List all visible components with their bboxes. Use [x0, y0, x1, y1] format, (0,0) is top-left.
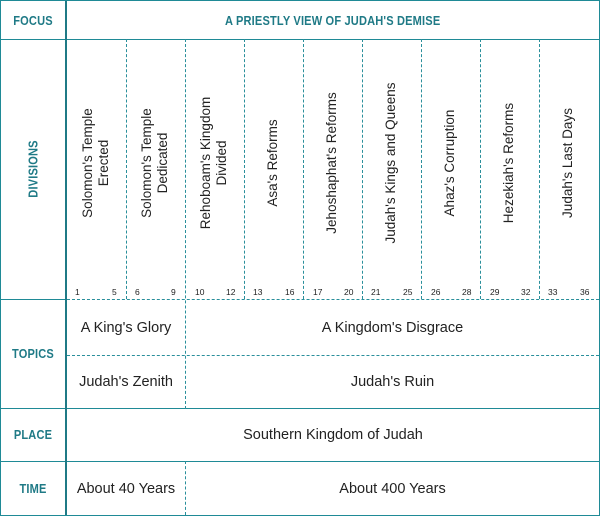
chapter-end: 16: [285, 287, 295, 297]
division-1-line1: Solomon's Temple: [80, 108, 95, 218]
division-divider: [539, 39, 540, 299]
division-3: Rehoboam's Kingdom Divided: [185, 45, 243, 281]
label-column-divider: [65, 1, 67, 515]
division-5-line1: Jehoshaphat's Reforms: [324, 92, 339, 234]
division-divider: [185, 39, 186, 409]
division-divider: [362, 39, 363, 299]
chapter-end: 20: [344, 287, 354, 297]
focus-title-cell: A PRIESTLY VIEW OF JUDAH'S DEMISE: [67, 1, 599, 39]
time-divider: [185, 461, 186, 515]
chapter-start: 33: [548, 287, 558, 297]
division-6-line1: Judah's Kings and Queens: [383, 82, 398, 244]
division-9: Judah's Last Days: [539, 45, 597, 281]
division-4-line1: Asa's Reforms: [265, 119, 280, 207]
division-divider: [303, 39, 304, 299]
division-7: Ahaz's Corruption: [421, 45, 479, 281]
place-bottom-divider: [1, 461, 599, 462]
row-label-divisions-cell: DIVISIONS: [1, 39, 65, 299]
chapter-end: 12: [226, 287, 236, 297]
chapter-start: 21: [371, 287, 381, 297]
division-8: Hezekiah's Reforms: [480, 45, 538, 281]
division-5: Jehoshaphat's Reforms: [303, 45, 361, 281]
division-7-line1: Ahaz's Corruption: [442, 109, 457, 217]
topic-judahs-ruin: Judah's Ruin: [350, 374, 435, 390]
division-divider: [126, 39, 127, 299]
chapter-end: 28: [462, 287, 472, 297]
division-8-line1: Hezekiah's Reforms: [501, 102, 516, 224]
chapter-end: 36: [580, 287, 590, 297]
division-2-line2: Dedicated: [155, 132, 170, 194]
row-label-focus: FOCUS: [13, 12, 53, 28]
row-label-divisions: DIVISIONS: [25, 140, 41, 198]
division-2-line1: Solomon's Temple: [139, 108, 154, 218]
topic-kings-glory: A King's Glory: [80, 319, 172, 336]
place-value: Southern Kingdom of Judah: [243, 427, 423, 443]
row-label-topics: TOPICS: [12, 346, 54, 361]
chapter-start: 26: [431, 287, 441, 297]
chapter-end: 5: [112, 287, 117, 297]
row-label-time: TIME: [19, 480, 47, 496]
division-9-line1: Judah's Last Days: [560, 108, 575, 218]
chapter-start: 10: [195, 287, 205, 297]
divisions-label-divider: [1, 299, 67, 300]
division-1: Solomon's Temple Erected: [67, 45, 125, 281]
chapter-start: 13: [253, 287, 263, 297]
chapter-start: 1: [75, 287, 80, 297]
chapter-start: 6: [135, 287, 140, 297]
division-3-line1: Rehoboam's Kingdom: [198, 96, 213, 230]
focus-title: A PRIESTLY VIEW OF JUDAH'S DEMISE: [225, 12, 441, 28]
division-1-line2: Erected: [96, 139, 111, 187]
division-6: Judah's Kings and Queens: [362, 45, 420, 281]
chapter-start: 29: [490, 287, 500, 297]
division-2: Solomon's Temple Dedicated: [126, 45, 184, 281]
division-divider: [480, 39, 481, 299]
chapter-end: 25: [403, 287, 413, 297]
division-3-line2: Divided: [214, 140, 229, 186]
topics-mid-divider: [67, 355, 599, 356]
divisions-bottom-divider: [67, 299, 599, 300]
topic-kingdoms-disgrace: A Kingdom's Disgrace: [321, 319, 464, 336]
row-label-place: PLACE: [13, 427, 53, 442]
chapter-end: 32: [521, 287, 531, 297]
division-divider: [244, 39, 245, 299]
division-4: Asa's Reforms: [244, 45, 302, 281]
chapter-start: 17: [313, 287, 323, 297]
topic-judahs-zenith: Judah's Zenith: [79, 374, 173, 390]
time-right: About 400 Years: [339, 480, 446, 497]
chapter-end: 9: [171, 287, 176, 297]
time-left: About 40 Years: [76, 480, 176, 497]
focus-divider: [1, 39, 599, 40]
division-divider: [421, 39, 422, 299]
topics-bottom-divider: [1, 408, 599, 409]
